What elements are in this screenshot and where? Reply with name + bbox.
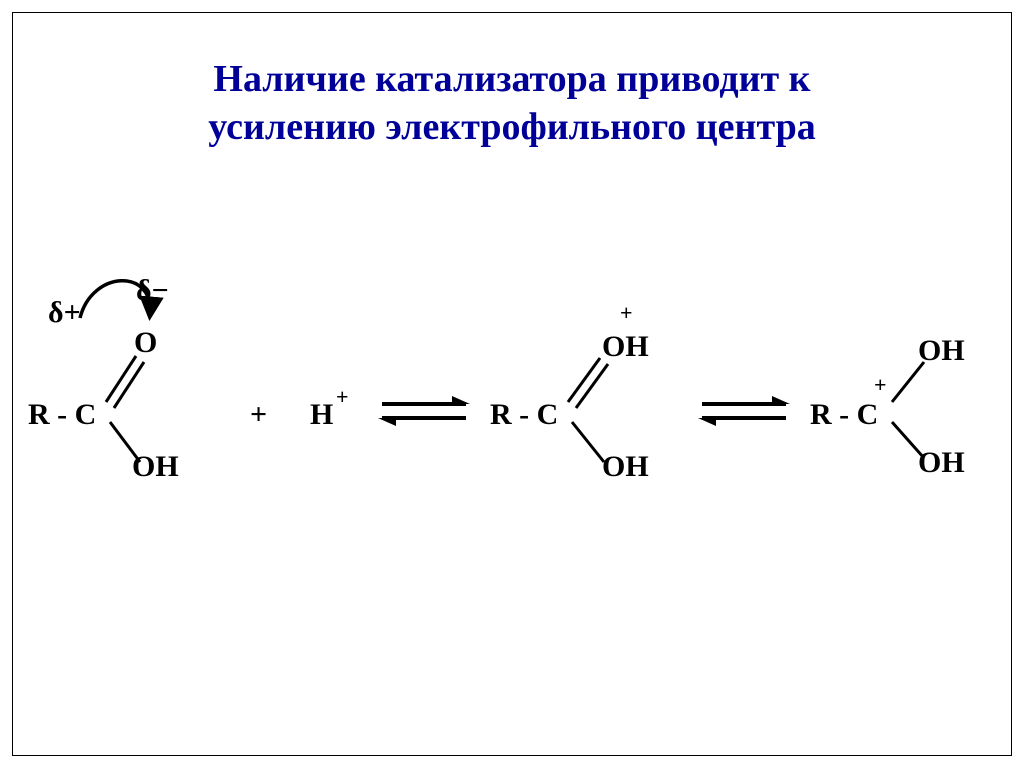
H-label: H — [310, 398, 333, 432]
mol3-R-C: R - C — [810, 398, 878, 432]
mol3-OH-top: OH — [918, 334, 965, 368]
mol3-plus-on-C: + — [874, 372, 887, 398]
title-line-2: усилению электрофильного центра — [208, 106, 815, 148]
mol2-OH-bottom: OH — [602, 450, 649, 484]
mol2-OH-top: OH — [602, 330, 649, 364]
mol2-plus-on-O: + — [620, 300, 633, 326]
mol2-R-C: R - C — [490, 398, 558, 432]
delta-minus-label: δ− — [136, 274, 169, 308]
slide-title: Наличие катализатора приводит к усилению… — [0, 56, 1024, 151]
mol3-OH-bottom: OH — [918, 446, 965, 480]
plus-sign-1: + — [250, 398, 267, 432]
mol1-OH: OH — [132, 450, 179, 484]
H-sup-plus: + — [336, 384, 349, 410]
reaction-diagram: δ+ δ− O R - C OH + H + R - C OH + OH R -… — [0, 250, 1024, 510]
mol1-O: O — [134, 326, 157, 360]
title-line-1: Наличие катализатора приводит к — [213, 58, 810, 100]
mol1-R-C: R - C — [28, 398, 96, 432]
delta-plus-label: δ+ — [48, 296, 81, 330]
